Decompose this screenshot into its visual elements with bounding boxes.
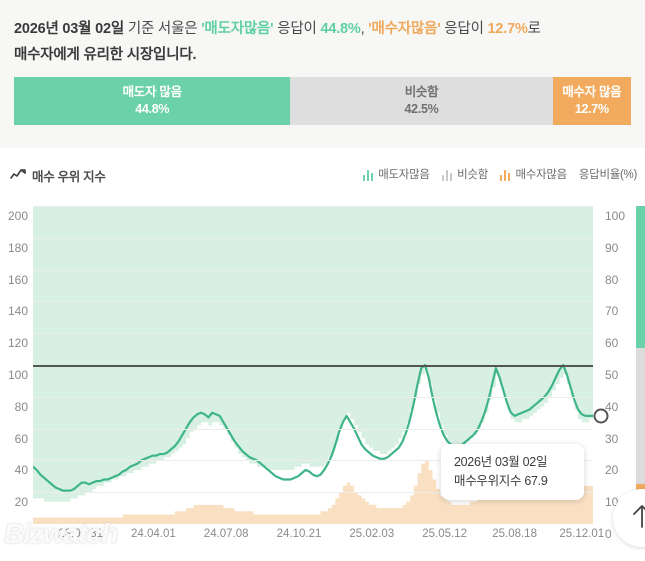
y-axis-left-tick: 60 (14, 431, 28, 446)
y-axis-right-tick: 90 (605, 240, 619, 255)
gridline (33, 301, 593, 303)
y-axis-left-tick: 160 (7, 272, 28, 287)
y-axis-right-tick: 0 (605, 527, 612, 541)
index-title-label: 매수 우위 지수 (32, 170, 106, 184)
y-axis-left-tick: 100 (7, 368, 28, 382)
legend-items: 매도자많음 비슷함 매수자많음 응답비율(%) (362, 166, 637, 182)
index-line (33, 365, 593, 491)
summary-date: 2026년 03월 02일 (14, 21, 124, 37)
gridline (33, 460, 593, 462)
buyer-segment-pct: 12.7% (574, 102, 609, 116)
similar-segment: 비슷함 42.5% (290, 77, 553, 125)
response-stacked-bar: 매도자 많음 44.8% 비슷함 42.5% 매수자 많음 12.7% (14, 77, 631, 125)
strip-similar (636, 348, 645, 484)
y-axis-left-tick: 180 (7, 240, 28, 255)
seller-segment: 매도자 많음 44.8% (14, 77, 291, 125)
legend-unit-label: 응답비율(%) (578, 169, 637, 181)
tooltip-value: 매수우위지수 67.9 (454, 474, 548, 488)
x-axis-tick: 25.05.12 (422, 528, 467, 540)
summary-mid2: , (360, 21, 369, 37)
gridline (33, 428, 593, 430)
y-axis-right-tick: 60 (605, 336, 619, 351)
gridline (33, 396, 593, 398)
arrow-up-icon (631, 504, 645, 533)
summary-buyer-label: '매수자많음' (368, 21, 441, 37)
x-axis-tick: 24.07.08 (203, 528, 249, 540)
y-axis-left: 20 40 60 80 100 120 140 160 180 200 (0, 206, 31, 524)
tooltip-date: 2026년 03월 02일 (454, 455, 548, 469)
market-summary-card: 2026년 03월 02일 기준 서울은 '매도자많음' 응답이 44.8%, … (0, 0, 645, 148)
x-axis-tick: 25.08.18 (492, 528, 537, 540)
seller-segment-label: 매도자 많음 (122, 85, 182, 99)
summary-line2: 매수자에게 유리한 시장입니다. (14, 47, 197, 63)
y-axis-right-tick: 100 (605, 209, 626, 223)
similar-segment-pct: 42.5% (404, 102, 439, 116)
chart-svg (33, 206, 593, 524)
similar-segment-label: 비슷함 (404, 85, 439, 99)
gridline (33, 237, 593, 239)
y-axis-left-tick: 40 (14, 463, 28, 478)
summary-mid1: 응답이 (273, 21, 321, 37)
buyer-area (33, 444, 593, 524)
y-axis-right-tick: 80 (605, 272, 619, 287)
gridline (33, 492, 593, 494)
legend-item-2[interactable]: 매수자많음 (499, 166, 567, 182)
summary-seller-pct: 44.8% (320, 21, 361, 37)
legend-item-1[interactable]: 비슷함 (441, 166, 488, 182)
legend-item-2-label: 매수자많음 (515, 169, 567, 181)
line-chart-icon (10, 168, 26, 183)
summary-sentence: 2026년 03월 02일 기준 서울은 '매도자많음' 응답이 44.8%, … (14, 16, 631, 68)
bar-chart-icon (441, 168, 453, 181)
gridline (33, 333, 593, 335)
x-axis-tick: 25.12.01 (559, 528, 605, 540)
current-value-strip (636, 206, 645, 524)
x-axis: 23.07.31 24.04.01 24.07.08 24.10.21 25.02.03… (0, 528, 645, 548)
summary-mid3: 응답이 (440, 21, 488, 37)
y-axis-right-tick: 20 (605, 463, 619, 478)
y-axis-right-tick: 40 (605, 399, 619, 414)
strip-seller (636, 206, 645, 349)
legend-item-0-label: 매도자많음 (378, 169, 430, 181)
buyer-segment-label: 매수자 많음 (562, 85, 622, 99)
current-point-marker (593, 408, 609, 424)
y-axis-left-tick: 120 (7, 336, 28, 351)
summary-buyer-pct: 12.7% (487, 21, 528, 37)
x-axis-tick: 24.04.01 (131, 528, 176, 540)
legend-item-1-label: 비슷함 (457, 169, 488, 181)
y-axis-left-tick: 140 (7, 304, 28, 319)
summary-seller-label: '매도자많음' (201, 21, 274, 37)
gridline (33, 269, 593, 271)
seller-area (33, 206, 593, 502)
x-axis-tick: 25.02.03 (349, 528, 395, 540)
chart-tooltip: 2026년 03월 02일 매수우위지수 67.9 (441, 444, 584, 500)
gridline (33, 206, 593, 207)
market-index-chart: 20 40 60 80 100 120 140 160 180 200 0 10 20 30 40 50 60… (0, 196, 645, 561)
y-axis-left-tick: 20 (14, 495, 28, 510)
x-axis-tick: 24.10.21 (276, 528, 322, 540)
y-axis-left-tick: 80 (14, 399, 28, 414)
y-axis-right-tick: 50 (605, 368, 619, 382)
chart-legend-row: 매수 우위 지수 매도자많음 비슷함 매수자많음 응답비율(%) (0, 160, 645, 194)
bar-chart-icon (362, 168, 374, 181)
legend-item-0[interactable]: 매도자많음 (362, 166, 430, 182)
bar-chart-icon (499, 168, 511, 181)
x-axis-tick: 23.07.31 (58, 528, 103, 540)
index-title: 매수 우위 지수 (10, 166, 106, 185)
y-axis-right: 0 10 20 30 40 50 60 70 80 90 100 (600, 206, 644, 540)
reference-line-100 (33, 365, 593, 367)
y-axis-right-tick: 70 (605, 304, 619, 319)
y-axis-right-tick: 30 (605, 431, 619, 446)
buyer-segment: 매수자 많음 12.7% (552, 77, 631, 125)
summary-prefix: 기준 서울은 (124, 21, 202, 37)
summary-suffix: 로 (527, 21, 541, 37)
y-axis-left-tick: 200 (7, 209, 28, 223)
seller-segment-pct: 44.8% (135, 102, 170, 116)
